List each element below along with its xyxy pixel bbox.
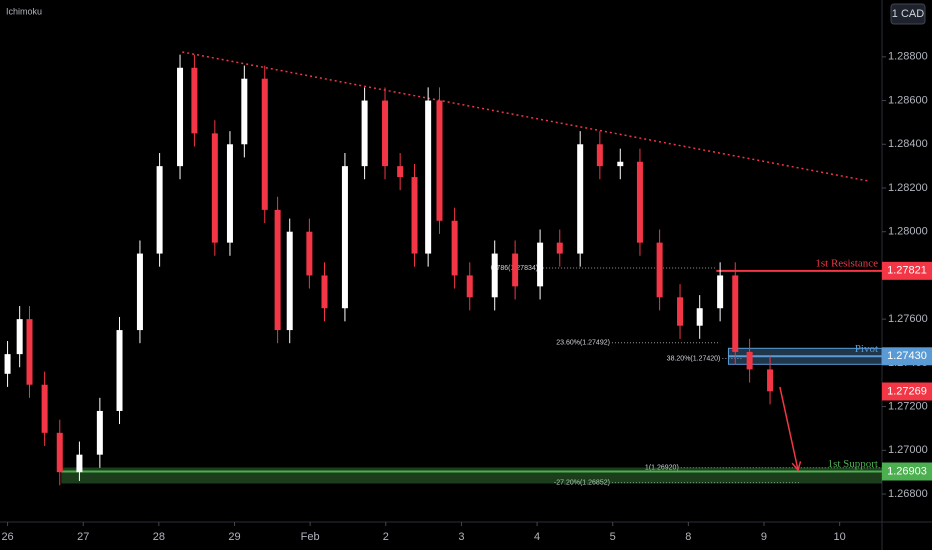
x-tick-label: 27 [77, 531, 89, 543]
candle-body [41, 384, 48, 433]
candle-body [191, 67, 198, 134]
candle-body [4, 354, 11, 374]
plot-area: 0.786(1.27834)23.60%(1.27492)38.20%(1.27… [4, 51, 883, 486]
candle-body [411, 177, 418, 254]
candle-body [746, 351, 753, 370]
x-tick-label: 2 [383, 531, 389, 543]
candle-body [286, 231, 293, 331]
candle-body [341, 166, 348, 309]
candle-body [512, 253, 519, 287]
candle-body [306, 231, 313, 276]
x-tick-label: 29 [228, 531, 240, 543]
candle-body [577, 144, 584, 254]
price-tag [882, 382, 932, 401]
y-tick-label: 1.28800 [888, 51, 928, 63]
fib-label: 1(1.26920) [645, 465, 679, 472]
candle-body [677, 297, 684, 326]
price-tag-label: 1.27821 [887, 265, 927, 277]
candle-body [717, 275, 724, 309]
candle-body [617, 161, 624, 167]
y-tick-label: 1.28000 [888, 226, 928, 238]
level-name: Pivot [855, 343, 878, 355]
candle-body [211, 133, 218, 243]
y-tick-label: 1.28600 [888, 94, 928, 106]
price-tag-label: 1.27430 [887, 350, 927, 362]
candle-body [136, 253, 143, 331]
fib-label: 38.20%(1.27420) [667, 355, 721, 362]
projection-arrow [779, 386, 799, 471]
y-tick-label: 1.27600 [888, 313, 928, 325]
y-tick-label: 1.27000 [888, 444, 928, 456]
candle-body [656, 242, 663, 298]
price-tag [882, 347, 932, 366]
x-tick-label: 28 [153, 531, 165, 543]
currency-label: 1 CAD [892, 8, 924, 20]
candle-body [556, 242, 563, 254]
candle-body [425, 100, 432, 254]
candle-body [274, 209, 281, 331]
candle-body [466, 275, 473, 298]
price-tag-label: 1.27269 [887, 385, 927, 397]
x-tick-label: 4 [534, 531, 540, 543]
level-name: 1st Support [828, 458, 878, 470]
candle-body [537, 242, 544, 287]
candle-body [226, 144, 233, 243]
y-tick-label: 1.28400 [888, 138, 928, 150]
candle-body [26, 319, 33, 385]
price-tag [882, 261, 932, 280]
candle-body [636, 161, 643, 243]
candle-body [96, 410, 103, 455]
candle-body [241, 78, 248, 145]
price-tag-label: 1.26903 [887, 465, 927, 477]
candle-body [696, 308, 703, 326]
axes: 1.268001.270001.272001.274001.276001.278… [1, 51, 932, 543]
x-tick-label: 5 [610, 531, 616, 543]
arrow-head [791, 461, 802, 472]
x-tick-label: Feb [301, 531, 320, 543]
candle-body [156, 166, 163, 254]
y-tick-label: 1.26800 [888, 488, 928, 500]
candle-body [16, 319, 23, 355]
candle-body [56, 432, 63, 473]
x-tick-label: 8 [685, 531, 691, 543]
trendline [182, 51, 869, 182]
candle-body [382, 100, 389, 167]
x-tick-label: 9 [761, 531, 767, 543]
indicator-label: Ichimoku [6, 6, 42, 16]
level-name: 1st Resistance [815, 257, 878, 269]
fib-label: 23.60%(1.27492) [556, 340, 610, 347]
x-tick-label: 3 [458, 531, 464, 543]
fib-label: -27.20%(1.26852) [554, 479, 610, 486]
x-tick-label: 26 [1, 531, 13, 543]
candle-body [76, 454, 83, 473]
candle-body [436, 100, 443, 221]
candle-body [321, 275, 328, 309]
candle-body [177, 67, 184, 167]
candle-body [361, 100, 368, 167]
support-zone [61, 467, 883, 484]
candle-body [451, 220, 458, 276]
candle-body [767, 369, 774, 392]
x-tick-label: 10 [834, 531, 846, 543]
candle-body [261, 78, 268, 210]
candle-body [491, 253, 498, 298]
price-tag [882, 462, 932, 481]
candle-body [116, 330, 123, 411]
candle-body [732, 275, 739, 352]
candle-body [596, 144, 603, 167]
currency-badge[interactable] [890, 3, 926, 25]
y-tick-label: 1.27200 [888, 400, 928, 412]
candle-body [397, 166, 404, 178]
y-tick-label: 1.28200 [888, 182, 928, 194]
